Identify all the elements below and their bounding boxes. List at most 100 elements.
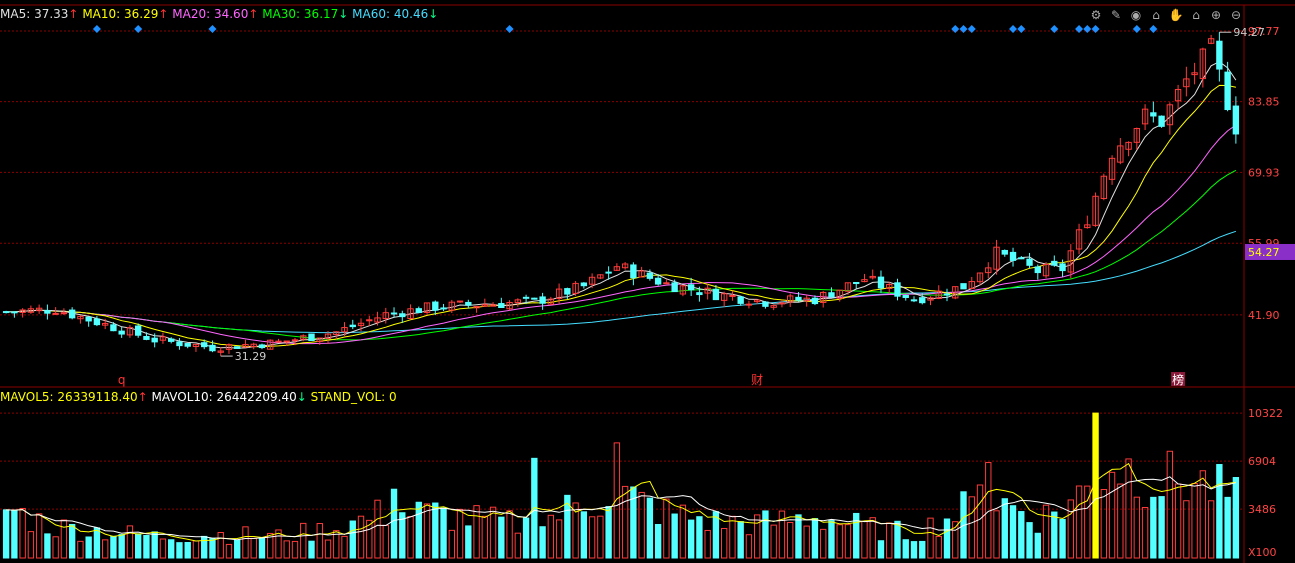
candle-body bbox=[671, 282, 678, 293]
volume-bar bbox=[242, 526, 249, 559]
candle bbox=[176, 338, 183, 350]
candle-body bbox=[242, 343, 249, 348]
volume-bar bbox=[465, 525, 472, 559]
signal-diamond-icon bbox=[92, 25, 101, 33]
candle-body bbox=[341, 327, 348, 333]
volume-bar bbox=[151, 531, 158, 559]
volume-bar bbox=[555, 519, 563, 559]
candle bbox=[795, 291, 802, 303]
volume-bar bbox=[1216, 464, 1223, 559]
volume-bar bbox=[696, 516, 703, 559]
candle bbox=[456, 300, 464, 303]
candle-body bbox=[1042, 263, 1050, 277]
volume-bar bbox=[712, 511, 720, 559]
candle bbox=[316, 337, 323, 345]
zoom-in-icon[interactable]: ⊕ bbox=[1210, 8, 1222, 22]
volume-bar bbox=[1059, 518, 1066, 559]
volume-bar bbox=[820, 528, 827, 559]
chart-marker-label: 财 bbox=[751, 373, 763, 387]
volume-bar bbox=[440, 507, 447, 559]
marker-box bbox=[1171, 372, 1186, 386]
volume-bar bbox=[861, 520, 868, 559]
candle-body bbox=[861, 279, 868, 283]
candle bbox=[498, 297, 505, 308]
candle bbox=[770, 304, 777, 311]
candle-body bbox=[1224, 71, 1231, 111]
volume-bar bbox=[52, 536, 59, 559]
volume-bar bbox=[93, 527, 101, 559]
candle bbox=[828, 287, 835, 298]
candle bbox=[968, 276, 975, 290]
candle-body bbox=[919, 297, 926, 304]
volume-bar bbox=[514, 532, 522, 559]
hand-icon[interactable]: ✋ bbox=[1168, 8, 1184, 22]
candle bbox=[126, 325, 134, 338]
volume-bar bbox=[357, 515, 365, 559]
min-price-label: 31.29 bbox=[235, 350, 266, 363]
candle bbox=[192, 343, 200, 352]
candle-body bbox=[712, 288, 720, 301]
volume-bar bbox=[308, 540, 315, 559]
candle bbox=[514, 298, 522, 307]
gear-icon[interactable]: ⚙ bbox=[1090, 8, 1102, 22]
home-icon[interactable]: ⌂ bbox=[1192, 8, 1200, 22]
pen-icon[interactable]: ✎ bbox=[1110, 8, 1122, 22]
candle-body bbox=[753, 299, 761, 303]
candle bbox=[250, 342, 257, 350]
candle-body bbox=[1001, 249, 1008, 255]
candle-body bbox=[1034, 266, 1041, 274]
candle-body bbox=[333, 331, 340, 336]
candle-body bbox=[2, 311, 10, 314]
candle bbox=[275, 338, 282, 343]
candle-body bbox=[564, 288, 571, 295]
candle-body bbox=[1232, 105, 1240, 135]
candle bbox=[902, 294, 909, 301]
volume-bar bbox=[844, 524, 852, 559]
candle-body bbox=[762, 301, 769, 307]
ma-legend: MA5: 37.33↑ MA10: 36.29↑ MA20: 34.60↑ MA… bbox=[0, 7, 439, 21]
volume-bar bbox=[349, 520, 356, 559]
candle-body bbox=[126, 327, 134, 336]
basket-icon[interactable]: ⌂ bbox=[1152, 8, 1160, 22]
candle-body bbox=[745, 303, 753, 306]
volume-bar bbox=[473, 505, 480, 559]
candle-body bbox=[366, 319, 373, 322]
volume-bar bbox=[234, 539, 241, 559]
candle-body bbox=[308, 333, 315, 342]
candle-body bbox=[1183, 78, 1190, 88]
candle bbox=[1191, 62, 1198, 85]
eye-icon[interactable]: ◉ bbox=[1130, 8, 1142, 22]
volume-bar bbox=[935, 535, 942, 559]
volume-bar bbox=[968, 496, 975, 559]
volume-bar bbox=[324, 539, 332, 559]
volume-bar bbox=[283, 540, 290, 559]
candle bbox=[1026, 252, 1033, 268]
candle-body bbox=[869, 275, 876, 279]
volume-bar bbox=[770, 524, 777, 559]
volume-bar bbox=[1001, 498, 1008, 559]
candle-body bbox=[1084, 224, 1091, 229]
ma5-line bbox=[6, 61, 1237, 349]
candle bbox=[440, 303, 447, 312]
candle-body bbox=[399, 313, 406, 318]
candle-body bbox=[820, 291, 827, 303]
candle-body bbox=[679, 285, 687, 295]
candle-body bbox=[877, 276, 885, 289]
volume-bar bbox=[60, 519, 68, 559]
candle-body bbox=[985, 267, 992, 274]
candle-body bbox=[886, 284, 893, 289]
zoom-out-icon[interactable]: ⊖ bbox=[1230, 8, 1242, 22]
candle bbox=[168, 337, 175, 344]
candle-body bbox=[201, 342, 208, 348]
volume-bar bbox=[448, 529, 455, 559]
candle bbox=[663, 279, 670, 285]
volume-bar bbox=[1199, 470, 1207, 559]
volume-bar bbox=[572, 502, 579, 559]
candle bbox=[68, 307, 76, 320]
candle-body bbox=[1051, 260, 1058, 266]
candle bbox=[1224, 61, 1231, 112]
candle-body bbox=[1216, 40, 1223, 70]
volume-bar bbox=[943, 518, 951, 559]
candle-body bbox=[902, 294, 909, 298]
